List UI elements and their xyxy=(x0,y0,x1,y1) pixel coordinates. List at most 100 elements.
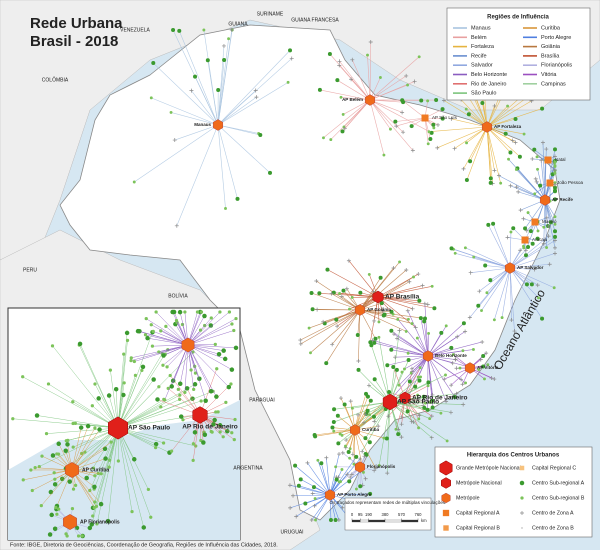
network-link xyxy=(369,99,432,134)
symbol xyxy=(404,73,409,78)
symbol xyxy=(124,330,130,336)
network-link xyxy=(359,309,376,339)
symbol xyxy=(426,142,430,146)
symbol xyxy=(428,136,433,141)
symbol xyxy=(291,493,296,498)
symbol xyxy=(413,384,418,389)
symbol xyxy=(358,290,363,295)
symbol xyxy=(400,98,405,103)
symbol xyxy=(521,216,526,221)
network-link xyxy=(117,391,214,429)
network-link xyxy=(187,318,237,346)
network-link xyxy=(191,90,219,126)
scale-label: 760 xyxy=(415,512,423,517)
network-link xyxy=(71,441,112,471)
symbol xyxy=(416,375,420,379)
symbol xyxy=(425,407,430,412)
network-link xyxy=(359,281,410,311)
symbol xyxy=(176,387,180,391)
symbol xyxy=(159,329,163,333)
symbol xyxy=(346,258,351,263)
symbol xyxy=(544,147,549,152)
network-link xyxy=(509,267,515,332)
symbol xyxy=(418,366,422,370)
title: Brasil - 2018 xyxy=(30,33,118,50)
symbol xyxy=(107,465,111,469)
network-link xyxy=(153,62,219,126)
network-link xyxy=(117,394,180,429)
network-link xyxy=(374,342,429,357)
symbol xyxy=(363,412,368,417)
symbol xyxy=(454,391,459,396)
symbol xyxy=(135,328,141,334)
influence-legend xyxy=(446,7,591,101)
symbol xyxy=(177,309,183,315)
symbol xyxy=(310,307,315,312)
symbol xyxy=(419,375,423,379)
network-link xyxy=(354,396,369,431)
symbol xyxy=(132,180,136,184)
network-link xyxy=(369,99,422,101)
symbol xyxy=(361,420,366,425)
symbol xyxy=(84,475,89,481)
network-link xyxy=(71,427,82,471)
symbol xyxy=(212,417,217,423)
symbol xyxy=(216,351,222,357)
city-label: AP Vitória xyxy=(477,365,499,370)
symbol xyxy=(337,63,342,68)
symbol xyxy=(492,168,497,173)
symbol xyxy=(161,441,166,445)
symbol xyxy=(340,505,345,510)
symbol xyxy=(384,436,389,441)
symbol xyxy=(288,505,293,510)
network-link xyxy=(37,415,119,429)
symbol xyxy=(49,512,54,518)
network-link xyxy=(352,59,371,101)
symbol xyxy=(524,282,529,287)
symbol xyxy=(464,107,468,111)
symbol xyxy=(181,418,185,422)
symbol xyxy=(312,503,317,508)
symbol xyxy=(180,322,185,327)
symbol xyxy=(389,127,392,131)
symbol xyxy=(76,534,81,538)
symbol xyxy=(130,510,134,514)
symbol xyxy=(214,394,219,399)
symbol xyxy=(189,88,194,93)
symbol xyxy=(140,364,146,370)
symbol xyxy=(368,413,372,417)
symbol xyxy=(312,433,317,438)
network-link xyxy=(427,355,462,380)
symbol xyxy=(233,417,237,422)
symbol xyxy=(89,522,94,527)
symbol xyxy=(553,222,557,226)
symbol xyxy=(50,344,55,348)
symbol xyxy=(116,459,120,463)
network-link xyxy=(171,414,201,452)
symbol xyxy=(512,329,517,334)
network-link xyxy=(397,319,429,357)
network-link xyxy=(359,261,400,311)
symbol xyxy=(329,138,333,142)
symbol xyxy=(87,525,93,531)
city-label: Maceió xyxy=(542,219,557,224)
city-label: AP Florianópolis xyxy=(80,519,120,525)
symbol xyxy=(229,28,234,32)
symbol xyxy=(430,284,434,288)
symbol xyxy=(530,241,535,246)
symbol xyxy=(443,525,449,531)
network-link xyxy=(217,96,257,126)
symbol xyxy=(516,189,521,194)
symbol xyxy=(122,352,126,356)
symbol xyxy=(332,407,337,412)
symbol xyxy=(169,110,173,114)
symbol xyxy=(379,76,382,79)
symbol xyxy=(426,384,430,388)
symbol xyxy=(98,501,104,507)
network-link xyxy=(359,269,407,311)
scale-label: 190 xyxy=(365,512,373,517)
network-link xyxy=(371,345,391,403)
network-link xyxy=(509,236,556,269)
symbol xyxy=(553,251,557,256)
legend-label: São Paulo xyxy=(471,91,496,97)
